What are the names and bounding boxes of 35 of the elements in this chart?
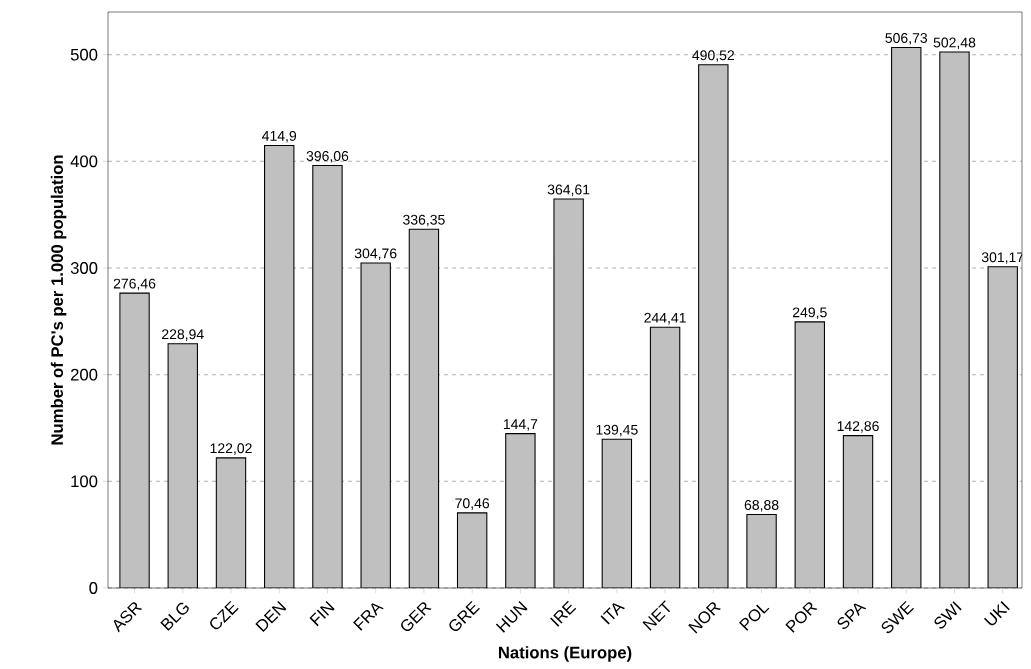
data-label: 244,41	[644, 312, 686, 325]
x-tick-label: FRA	[353, 603, 384, 631]
y-tick-label: 100	[71, 475, 98, 488]
data-label: 301,17	[981, 252, 1024, 264]
y-tick-label: 200	[70, 368, 98, 381]
x-tick-label: UKI	[983, 601, 1010, 626]
x-tick-label: IRE	[550, 600, 577, 627]
data-label: 502,48	[933, 37, 976, 50]
data-label: 336,35	[403, 214, 445, 227]
data-label: 414,9	[262, 130, 297, 143]
x-tick-label: POL	[739, 604, 770, 631]
data-label: 139,45	[596, 424, 638, 437]
x-tick-label: SPA	[837, 603, 867, 630]
data-label: 490,52	[692, 50, 735, 62]
x-tick-label: SWI	[934, 601, 962, 629]
data-label: 249,5	[792, 307, 827, 319]
x-tick-label: ITA	[600, 603, 625, 625]
y-axis-title: Number of PC's per 1.000 population	[50, 155, 67, 445]
y-tick-label: 300	[70, 262, 98, 274]
data-label: 276,46	[113, 278, 156, 291]
data-label: 122,02	[210, 443, 252, 455]
data-label: 68,88	[744, 500, 779, 512]
data-label: 396,06	[306, 151, 349, 163]
x-tick-label: FIN	[309, 600, 335, 627]
y-tick-label: 0	[89, 582, 98, 594]
data-label: 304,76	[354, 248, 397, 260]
data-label: 144,7	[503, 419, 538, 431]
data-label: 142,86	[837, 421, 879, 433]
y-tick-label: 500	[70, 48, 98, 61]
x-axis-title: Nations (Europe)	[498, 646, 632, 662]
data-label: 506,73	[885, 33, 928, 45]
y-tick-label: 400	[70, 155, 98, 168]
data-label: 364,61	[547, 184, 590, 197]
data-label: 228,94	[162, 329, 204, 341]
data-label: 70,46	[455, 498, 490, 510]
